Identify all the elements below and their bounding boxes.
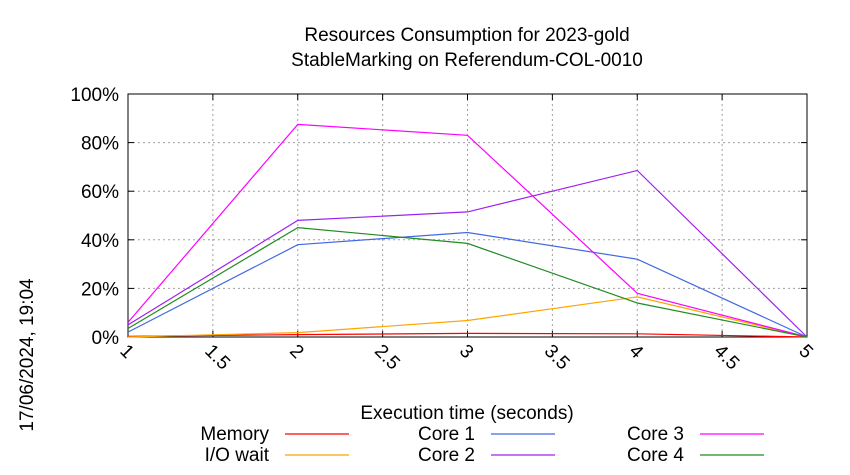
y-tick-label: 80% <box>81 134 119 155</box>
legend-label-i-o-wait: I/O wait <box>205 445 270 466</box>
legend-label-core-3: Core 3 <box>627 424 684 445</box>
y-tick-label: 100% <box>70 85 119 106</box>
y-tick-label: 40% <box>81 231 119 252</box>
x-tick-label: 1.5 <box>200 341 234 375</box>
chart-title-line-1: Resources Consumption for 2023-gold <box>304 25 629 46</box>
series-line-i-o-wait <box>127 296 808 338</box>
y-tick-label: 60% <box>81 182 119 203</box>
x-axis-label: Execution time (seconds) <box>360 403 573 424</box>
legend-label-core-2: Core 2 <box>418 445 475 466</box>
legend-label-core-4: Core 4 <box>627 445 684 466</box>
x-tick-label: 2.5 <box>370 341 404 375</box>
legend-label-core-1: Core 1 <box>418 424 475 445</box>
y-tick-label: 0% <box>92 328 120 349</box>
timestamp-label: 17/06/2024, 19:04 <box>17 278 38 432</box>
series-line-core-2 <box>127 169 808 338</box>
series-line-memory <box>127 332 808 338</box>
x-tick-label: 3 <box>455 341 477 363</box>
x-tick-label: 4.5 <box>710 341 744 375</box>
series-line-core-3 <box>127 123 808 338</box>
series-line-core-1 <box>127 231 808 338</box>
axis-ticks: 0%20%40%60%80%100%1 1.5 2 2.5 3 3.5 4 4.5 5 <box>70 85 816 374</box>
series-line-core-4 <box>127 226 808 338</box>
series-lines <box>127 123 808 338</box>
grid-lines <box>128 94 807 337</box>
x-tick-label: 3.5 <box>540 341 574 375</box>
x-tick-label: 2 <box>285 341 307 363</box>
x-tick-label: 4 <box>625 341 648 364</box>
legend-label-memory: Memory <box>200 424 269 445</box>
y-tick-label: 20% <box>81 279 119 300</box>
chart-title-line-2: StableMarking on Referendum-COL-0010 <box>291 50 643 71</box>
x-tick-label: 5 <box>794 341 816 363</box>
